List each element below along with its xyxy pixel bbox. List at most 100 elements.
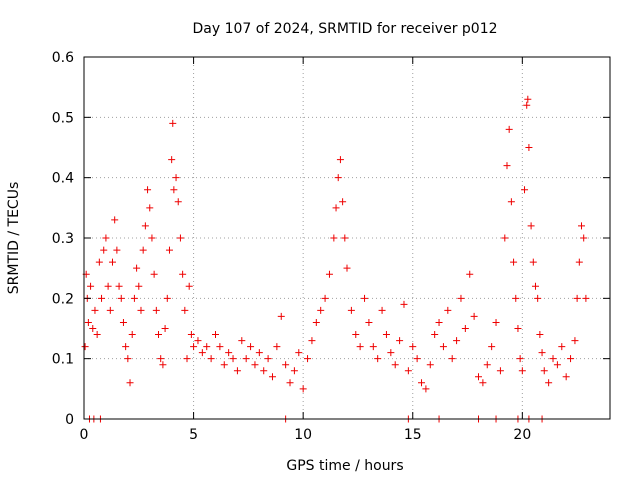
data-point <box>496 367 504 375</box>
data-point <box>387 349 395 357</box>
y-tick-label: 0 <box>65 412 74 428</box>
data-point <box>111 216 119 224</box>
data-point <box>157 355 165 363</box>
data-point <box>130 294 138 302</box>
data-point <box>448 355 456 363</box>
data-point <box>295 349 303 357</box>
data-point <box>255 349 263 357</box>
data-point <box>336 156 344 164</box>
data-point <box>512 294 520 302</box>
x-tick-label: 15 <box>404 427 422 443</box>
data-point <box>304 355 312 363</box>
data-point <box>534 294 542 302</box>
data-point <box>144 186 152 194</box>
data-point <box>404 367 412 375</box>
data-point <box>453 337 461 345</box>
data-point <box>516 355 524 363</box>
data-point <box>117 294 125 302</box>
x-tick-label: 10 <box>294 427 312 443</box>
data-point <box>174 198 182 206</box>
data-point <box>580 234 588 242</box>
data-point <box>251 361 259 369</box>
data-point <box>207 355 215 363</box>
data-point <box>220 361 228 369</box>
data-point <box>343 264 351 272</box>
data-point <box>524 95 532 103</box>
data-point <box>488 343 496 351</box>
data-point <box>312 318 320 326</box>
data-point <box>273 343 281 351</box>
y-tick-label: 0.5 <box>52 110 74 126</box>
data-point <box>382 331 390 339</box>
data-point <box>229 355 237 363</box>
data-point <box>347 306 355 314</box>
y-tick-label: 0.6 <box>52 50 74 66</box>
data-point <box>374 355 382 363</box>
data-point <box>163 294 171 302</box>
data-point <box>146 204 154 212</box>
data-point <box>95 258 103 266</box>
data-point <box>299 385 307 393</box>
data-point <box>172 174 180 182</box>
data-point <box>183 355 191 363</box>
data-point <box>212 331 219 339</box>
data-point <box>356 343 364 351</box>
data-point <box>100 246 108 254</box>
data-point <box>361 294 369 302</box>
data-point <box>475 373 482 381</box>
data-point <box>573 294 581 302</box>
data-point <box>128 331 136 339</box>
data-point <box>503 162 511 170</box>
data-point <box>187 331 195 339</box>
data-point <box>518 367 526 375</box>
data-point <box>308 337 316 345</box>
data-point <box>536 331 544 339</box>
data-point <box>216 343 224 351</box>
data-point <box>531 282 539 290</box>
chart-title: Day 107 of 2024, SRMTID for receiver p01… <box>192 21 497 37</box>
data-point <box>141 222 149 230</box>
data-point <box>225 349 233 357</box>
data-point <box>148 234 156 242</box>
data-point <box>332 204 340 212</box>
data-point <box>176 234 184 242</box>
y-tick-label: 0.1 <box>52 352 74 368</box>
data-point <box>108 258 116 266</box>
data-point <box>102 234 110 242</box>
data-point <box>190 343 198 351</box>
data-point <box>413 355 421 363</box>
data-point <box>507 198 515 206</box>
data-point <box>268 373 276 381</box>
data-point <box>538 349 546 357</box>
data-point <box>89 325 97 332</box>
data-point <box>501 234 509 242</box>
data-point <box>260 367 268 375</box>
data-point <box>510 258 518 266</box>
data-point <box>165 246 173 254</box>
x-tick-label: 20 <box>513 427 531 443</box>
data-point <box>378 306 386 314</box>
data-point <box>470 312 478 320</box>
data-point <box>514 325 522 332</box>
data-point <box>124 355 132 363</box>
data-point <box>115 282 123 290</box>
y-axis-label: SRMTID / TECUs <box>6 182 22 295</box>
data-point <box>290 367 298 375</box>
grid-lines <box>84 57 610 419</box>
data-point <box>545 379 553 387</box>
y-tick-labels: 0 0.1 0.2 0.3 0.4 0.5 0.6 <box>52 50 74 428</box>
data-point <box>523 101 531 109</box>
data-point <box>169 119 177 127</box>
data-point <box>505 125 513 133</box>
y-tick-label: 0.3 <box>52 231 74 247</box>
data-point <box>242 355 250 363</box>
data-point <box>137 306 145 314</box>
data-point <box>461 325 469 332</box>
data-point <box>179 270 187 278</box>
data-point <box>396 337 404 345</box>
data-point <box>341 234 349 242</box>
x-tick-label: 0 <box>80 427 89 443</box>
data-point <box>81 343 89 351</box>
x-tick-labels: 0 5 10 15 20 <box>80 427 532 443</box>
data-point <box>466 270 474 278</box>
